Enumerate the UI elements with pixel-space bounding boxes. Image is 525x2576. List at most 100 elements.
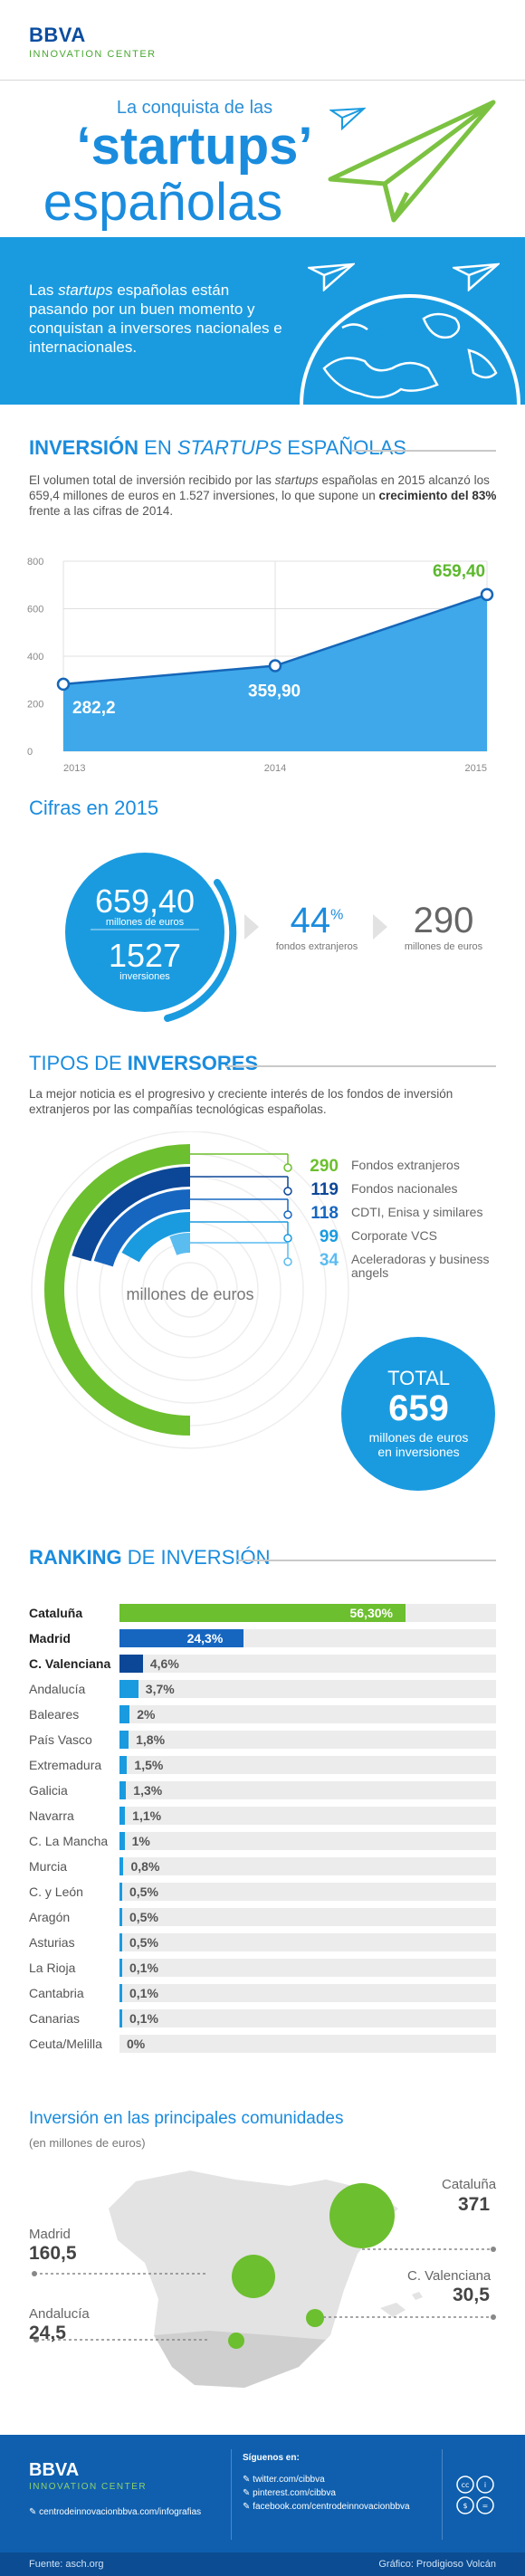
investor-label: Aceleradoras y business angels (351, 1252, 490, 1280)
ranking-bar (119, 1933, 122, 1951)
ranking-row: Canarias 0,1% (29, 2009, 496, 2027)
data-value-label: 359,90 (248, 682, 301, 701)
ranking-region: Navarra (29, 1808, 74, 1823)
ranking-row: Galicia 1,3% (29, 1781, 496, 1799)
x-tick-label: 2013 (63, 763, 85, 774)
ranking-track (119, 1883, 496, 1901)
globe-icon (300, 294, 520, 405)
map-subheading: (en millones de euros) (29, 2136, 146, 2150)
ranking-value: 1% (131, 1834, 150, 1848)
ring-arc (72, 1167, 191, 1262)
ranking-region: C. La Mancha (29, 1834, 109, 1848)
source-credit: Fuente: asch.org (29, 2559, 104, 2570)
social-link[interactable]: ✎ facebook.com/centrodeinnovacionbbva (243, 2502, 410, 2512)
ranking-region: La Rioja (29, 1961, 76, 1975)
map-value-valenciana: 30,5 (453, 2285, 490, 2305)
ranking-track (119, 1731, 496, 1749)
social-link[interactable]: ✎ twitter.com/cibbva (243, 2475, 325, 2485)
foreign-amount-label: millones de euros (404, 941, 483, 952)
ranking-track (119, 1984, 496, 2002)
ring-arc (169, 1233, 191, 1255)
ranking-value: 0,5% (129, 1935, 158, 1950)
ranking-value: 56,30% (349, 1606, 393, 1620)
ranking-region: Asturias (29, 1935, 75, 1950)
footer-main-link[interactable]: ✎ centrodeinnovacionbbva.com/infografias (29, 2507, 202, 2517)
svg-text:$: $ (463, 2502, 467, 2510)
bbva-logo[interactable]: BBVA (29, 24, 86, 46)
ranking-bar (119, 2009, 122, 2027)
data-point (480, 587, 494, 602)
madrid-bubble (232, 2255, 275, 2298)
ranking-row: C. La Mancha 1% (29, 1832, 496, 1850)
total-unit: millones de euros en inversiones (368, 1430, 469, 1459)
ring-leader-dot (283, 1210, 292, 1219)
investor-value: 99 (319, 1227, 339, 1246)
band-plane-right-icon (453, 262, 500, 291)
footer-logo[interactable]: BBVA (29, 2460, 80, 2480)
ranking-region: Cantabria (29, 1986, 84, 2000)
investor-label: Corporate VCS (351, 1228, 437, 1243)
ranking-row: C. Valenciana 4,6% (29, 1655, 496, 1673)
ranking-bar (119, 1655, 143, 1673)
ranking-value: 1,1% (132, 1808, 162, 1823)
ranking-region: Cataluña (29, 1606, 83, 1620)
chevron-right-icon (244, 914, 259, 940)
total-value: 659 (388, 1388, 449, 1428)
ranking-row: Murcia 0,8% (29, 1857, 496, 1875)
ranking-bar (119, 1883, 122, 1901)
investor-value: 118 (310, 1204, 339, 1223)
footer-subbrand: INNOVATION CENTER (29, 2482, 148, 2492)
ranking-bar (119, 1832, 125, 1850)
ranking-row: País Vasco 1,8% (29, 1731, 496, 1749)
ranking-track (119, 1756, 496, 1774)
ranking-region: Madrid (29, 1631, 71, 1646)
header-divider (0, 80, 525, 81)
ranking-region: Aragón (29, 1910, 71, 1924)
ranking-bar (119, 1756, 128, 1774)
area-fill (63, 594, 487, 751)
ranking-value: 1,8% (136, 1732, 166, 1747)
title-line2: ‘startups’ (76, 117, 313, 176)
map-label-valenciana: C. Valenciana (407, 2268, 492, 2284)
data-point (56, 677, 71, 692)
line-chart-svg: 0 200 400 600 800 282,2 359,90 659,40 2013 2014 20… (27, 557, 494, 774)
innovation-center-label: INNOVATION CENTER (29, 49, 157, 60)
ranking-value: 1,5% (134, 1758, 164, 1772)
investor-value: 119 (310, 1180, 339, 1199)
map-value-cataluna: 371 (458, 2194, 491, 2215)
investor-label: Fondos extranjeros (351, 1158, 460, 1172)
ranking-track (119, 1832, 496, 1850)
map-label-madrid: Madrid (29, 2227, 71, 2242)
ranking-bar (119, 1629, 243, 1647)
ranking-region: C. y León (29, 1884, 83, 1899)
ranking-track (119, 1933, 496, 1951)
graphic-credit: Gráfico: Prodigioso Volcán (378, 2559, 496, 2570)
social-link[interactable]: ✎ pinterest.com/cibbva (243, 2488, 336, 2498)
investors-paragraph: La mejor noticia es el progresivo y crec… (29, 1087, 453, 1116)
ranking-bar (119, 1807, 126, 1825)
brand-header: BBVA INNOVATION CENTER (29, 24, 157, 60)
ranking-value: 0,1% (129, 1961, 158, 1975)
cifras-amount: 659,40 (94, 883, 196, 920)
data-value-label: 659,40 (433, 562, 485, 581)
ranking-value: 0,8% (130, 1859, 160, 1874)
ranking-value: 24,3% (186, 1631, 224, 1646)
ranking-row: Baleares 2% (29, 1705, 496, 1723)
investment-heading: INVERSIÓN EN STARTUPS ESPAÑOLAS (29, 436, 406, 459)
chevron-right-icon (373, 914, 387, 940)
section-rule (226, 1065, 496, 1067)
rings-center-label: millones de euros (126, 1285, 254, 1303)
ranking-bar (119, 1781, 127, 1799)
valenciana-bubble (306, 2309, 324, 2327)
investor-label: Fondos nacionales (351, 1181, 458, 1196)
link-icon: ✎ (243, 2488, 253, 2498)
ranking-value: 2% (137, 1707, 156, 1722)
ranking-bar (119, 1604, 406, 1622)
ring-arc (121, 1212, 191, 1263)
y-tick-label: 800 (27, 557, 43, 568)
ranking-row: Aragón 0,5% (29, 1908, 496, 1926)
ranking-track (119, 1908, 496, 1926)
svg-text:i: i (484, 2481, 486, 2489)
ranking-value: 1,3% (133, 1783, 163, 1798)
